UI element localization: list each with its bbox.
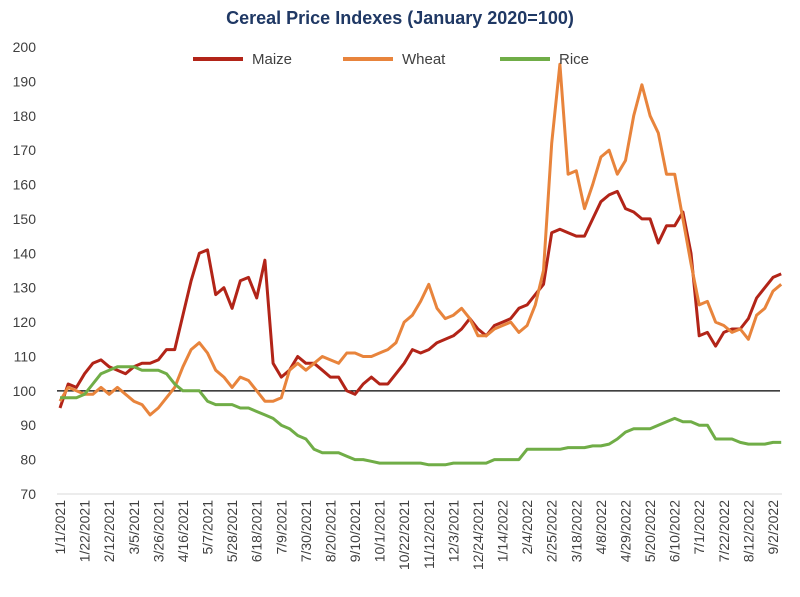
x-axis: 1/1/2021 1/22/2021 2/12/2021 3/5/2021 3/26/2…	[52, 500, 781, 570]
y-tick-label: 170	[13, 142, 37, 158]
legend-label-wheat: Wheat	[402, 51, 446, 68]
series-line-rice	[60, 365, 782, 467]
series-line-maize	[58, 189, 782, 409]
legend-label-maize: Maize	[252, 51, 292, 68]
x-tick-label: 8/20/2021	[322, 500, 338, 562]
y-tick-label: 190	[13, 73, 37, 89]
legend-label-rice: Rice	[559, 51, 589, 68]
x-tick-label: 1/14/2022	[495, 500, 511, 562]
x-tick-label: 11/12/2021	[421, 500, 437, 569]
x-tick-label: 10/22/2021	[396, 500, 412, 570]
x-tick-label: 2/12/2021	[101, 500, 117, 562]
x-tick-label: 7/30/2021	[298, 500, 314, 562]
x-tick-label: 9/2/2022	[765, 500, 781, 555]
y-tick-label: 180	[13, 108, 37, 124]
x-tick-label: 7/22/2022	[716, 500, 732, 562]
x-tick-label: 1/22/2021	[77, 500, 93, 562]
x-tick-label: 6/10/2022	[667, 500, 683, 562]
x-tick-label: 9/10/2021	[347, 500, 363, 562]
x-tick-label: 7/9/2021	[273, 500, 289, 555]
x-tick-label: 4/8/2022	[593, 500, 609, 555]
y-tick-label: 80	[20, 452, 36, 468]
x-tick-label: 5/7/2021	[200, 500, 216, 555]
y-tick-label: 150	[13, 211, 37, 227]
x-tick-label: 12/3/2021	[445, 500, 461, 562]
x-tick-label: 3/26/2021	[150, 500, 166, 562]
x-tick-label: 2/4/2022	[519, 500, 535, 555]
x-tick-label: 5/28/2021	[224, 500, 240, 562]
y-tick-label: 70	[20, 486, 36, 502]
y-tick-label: 200	[13, 39, 37, 55]
x-tick-label: 12/24/2021	[470, 500, 486, 570]
y-tick-label: 120	[13, 314, 37, 330]
x-tick-label: 1/1/2021	[52, 500, 68, 555]
x-tick-label: 4/16/2021	[175, 500, 191, 562]
x-tick-label: 7/1/2022	[691, 500, 707, 555]
y-axis: 70 80 90 100 110 120 130 140 150 160 170 180 190 200	[13, 39, 782, 502]
y-tick-label: 100	[13, 383, 37, 399]
chart-title: Cereal Price Indexes (January 2020=100)	[226, 8, 574, 28]
y-tick-label: 160	[13, 177, 37, 193]
x-tick-label: 4/29/2022	[617, 500, 633, 562]
y-tick-label: 140	[13, 245, 37, 261]
x-tick-label: 2/25/2022	[544, 500, 560, 562]
x-tick-label: 6/18/2021	[249, 500, 265, 562]
x-tick-label: 8/12/2022	[740, 500, 756, 562]
y-tick-label: 110	[14, 348, 37, 364]
legend: Maize Wheat Rice	[193, 51, 589, 68]
x-tick-label: 3/18/2022	[568, 500, 584, 562]
x-tick-label: 5/20/2022	[642, 500, 658, 562]
x-tick-label: 3/5/2021	[126, 500, 142, 555]
y-tick-label: 130	[13, 280, 37, 296]
x-tick-label: 10/1/2021	[372, 500, 388, 562]
series-lines	[57, 62, 783, 467]
y-tick-label: 90	[20, 417, 36, 433]
series-line-wheat	[58, 62, 783, 417]
